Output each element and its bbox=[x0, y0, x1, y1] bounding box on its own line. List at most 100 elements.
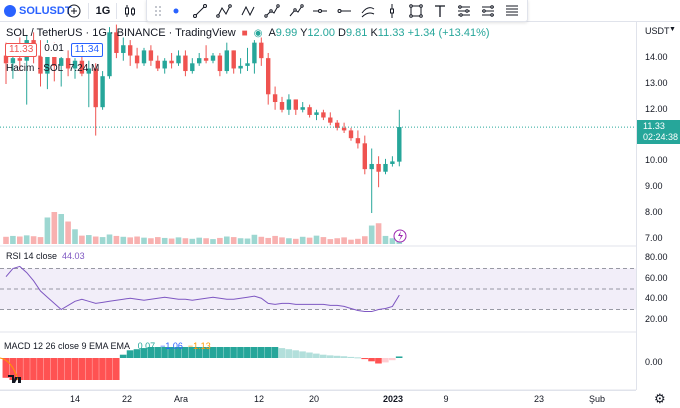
toolbar-divider bbox=[88, 3, 89, 19]
current-price-marker: 11.33 02:24:38 bbox=[637, 120, 680, 145]
candle-body bbox=[93, 68, 98, 108]
macd-bar bbox=[71, 358, 79, 380]
drag-handle-icon[interactable] bbox=[149, 2, 167, 20]
rsi-pane bbox=[0, 265, 636, 313]
macd-bar bbox=[237, 347, 244, 358]
macd-bar bbox=[92, 358, 99, 380]
volume-bar bbox=[286, 238, 292, 244]
volume-bar bbox=[237, 238, 244, 244]
macd-bar bbox=[382, 358, 389, 363]
date-tick: Ara bbox=[173, 394, 189, 404]
macd-bar bbox=[319, 354, 327, 358]
price-tick: 13.00 bbox=[645, 77, 668, 88]
trend-line-icon bbox=[193, 4, 207, 18]
candle-body bbox=[86, 68, 91, 74]
buy-price-box[interactable]: 11.34 bbox=[70, 43, 104, 57]
dot-tool-button[interactable] bbox=[167, 2, 185, 20]
macd-bar bbox=[223, 347, 230, 358]
macd-bar bbox=[271, 347, 279, 358]
polyline-icon bbox=[264, 4, 280, 18]
volume-bar bbox=[120, 236, 127, 244]
candle-body bbox=[286, 99, 292, 110]
volume-bar bbox=[155, 237, 161, 244]
price-tick: 7.00 bbox=[645, 232, 663, 243]
solana-logo-icon bbox=[4, 5, 16, 17]
legend-symbol-title[interactable]: SOL / TetherUS · 1G · BINANCE · TradingV… bbox=[6, 27, 236, 39]
chart-canvas[interactable] bbox=[0, 22, 636, 390]
candle-body bbox=[224, 50, 229, 72]
volume-legend: Hacim · SOL 7.24 M bbox=[6, 63, 100, 74]
currency-label[interactable]: USDT bbox=[645, 26, 670, 36]
fib-tool-button[interactable] bbox=[479, 2, 497, 20]
candle-body bbox=[114, 32, 119, 53]
macd-bar bbox=[99, 358, 106, 380]
candle-body bbox=[52, 50, 57, 66]
gear-icon[interactable]: ⚙ bbox=[654, 391, 666, 406]
macd-bar bbox=[361, 358, 368, 360]
projection-tool-button[interactable] bbox=[287, 2, 305, 20]
candle-body bbox=[355, 138, 361, 144]
events-icon[interactable] bbox=[393, 229, 407, 243]
volume-bar bbox=[224, 236, 230, 244]
macd-pane bbox=[0, 347, 403, 381]
candle-body bbox=[314, 112, 319, 115]
text-tool-button[interactable] bbox=[431, 2, 449, 20]
candle-body bbox=[72, 60, 78, 69]
candle-body bbox=[38, 55, 43, 74]
macd-bar bbox=[333, 355, 341, 358]
path-tool-button[interactable] bbox=[215, 2, 233, 20]
volume-bar bbox=[210, 239, 216, 244]
macd-zero-tick: 0.00 bbox=[645, 357, 663, 367]
trend-line-button[interactable] bbox=[191, 2, 209, 20]
rectangle-tool-button[interactable] bbox=[407, 2, 425, 20]
volume-bar bbox=[396, 241, 403, 244]
candle-body bbox=[259, 42, 264, 59]
price-tick: 9.00 bbox=[645, 181, 663, 192]
sell-price-box[interactable]: 11.33 bbox=[5, 43, 38, 57]
macd-bar bbox=[299, 351, 306, 358]
chart-style-button[interactable] bbox=[122, 3, 138, 19]
volume-bar bbox=[23, 235, 30, 244]
symbol-search-button[interactable]: SOLUSDT bbox=[4, 3, 72, 19]
horizontal-ray-button[interactable] bbox=[311, 2, 329, 20]
candle-body bbox=[169, 60, 174, 64]
polyline-tool-button[interactable] bbox=[263, 2, 281, 20]
macd-bar bbox=[285, 349, 293, 358]
volume-bar bbox=[203, 238, 209, 244]
price-axis[interactable]: USDT ▼ 14.0013.0012.0011.0010.009.008.00… bbox=[636, 22, 680, 390]
volume-bar bbox=[30, 236, 37, 244]
macd-bar bbox=[23, 358, 30, 380]
macd-bar bbox=[230, 347, 237, 358]
volume-bar bbox=[362, 236, 368, 244]
ray-tool-button[interactable] bbox=[335, 2, 353, 20]
vertical-line-button[interactable] bbox=[383, 2, 401, 20]
projection-icon bbox=[289, 4, 304, 17]
drawing-tools-panel bbox=[146, 0, 528, 22]
macd-bar bbox=[368, 358, 375, 362]
candle-body bbox=[10, 58, 16, 64]
gann-tool-button[interactable] bbox=[503, 2, 521, 20]
date-tick: 20 bbox=[308, 394, 320, 404]
zigzag-tool-button[interactable] bbox=[239, 2, 257, 20]
volume-bars bbox=[3, 212, 403, 244]
macd-bar bbox=[64, 358, 72, 380]
date-tick: Şub bbox=[588, 394, 606, 404]
channel-tool-button[interactable] bbox=[359, 2, 377, 20]
chevron-down-icon: ▼ bbox=[669, 26, 676, 33]
candle-body bbox=[141, 50, 147, 64]
spread-value: 0.01 bbox=[41, 43, 67, 57]
candle-body bbox=[210, 55, 216, 61]
macd-bar bbox=[119, 354, 127, 358]
parallel-lines-button[interactable] bbox=[455, 2, 473, 20]
time-axis[interactable]: 14 22 Ara 12 20 2023 9 23 Şub bbox=[0, 390, 636, 408]
candle-body bbox=[183, 55, 188, 72]
interval-button[interactable]: 1G bbox=[95, 5, 111, 17]
tradingview-logo-icon bbox=[8, 375, 21, 383]
candle-body bbox=[17, 58, 22, 61]
volume-bar bbox=[272, 235, 278, 244]
volume-bar bbox=[141, 237, 147, 244]
macd-bar bbox=[85, 358, 92, 380]
volume-bar bbox=[334, 238, 340, 244]
compare-symbol-button[interactable] bbox=[66, 3, 82, 19]
macd-bar bbox=[16, 358, 23, 380]
